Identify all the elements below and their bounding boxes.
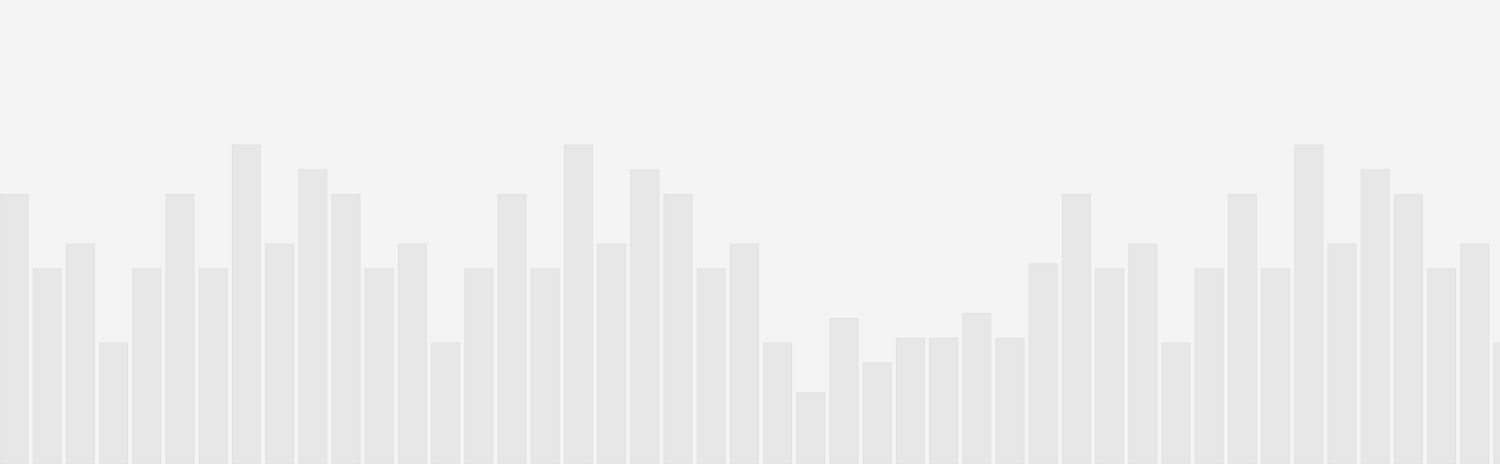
- bar-35: [1128, 243, 1158, 464]
- bar-24: [763, 342, 793, 464]
- bar-21: [663, 194, 693, 464]
- bar-15: [464, 268, 494, 464]
- bar-1: [0, 194, 29, 464]
- bar-18: [563, 144, 593, 464]
- bar-12: [364, 268, 394, 464]
- bar-37: [1194, 268, 1224, 464]
- bar-41: [1327, 243, 1357, 464]
- bar-28: [895, 337, 925, 464]
- bar-5: [132, 268, 162, 464]
- bar-44: [1427, 268, 1457, 464]
- bar-23: [729, 243, 759, 464]
- bar-40: [1294, 144, 1324, 464]
- bar-25: [796, 392, 826, 464]
- bar-20: [630, 169, 660, 464]
- bar-27: [862, 362, 892, 464]
- bar-31: [995, 337, 1025, 464]
- bar-32: [1028, 263, 1058, 464]
- bar-14: [431, 342, 461, 464]
- bar-19: [597, 243, 627, 464]
- bar-7: [198, 268, 228, 464]
- bar-46: [1493, 342, 1500, 464]
- bar-29: [929, 337, 959, 464]
- bar-17: [530, 268, 560, 464]
- bar-3: [65, 243, 95, 464]
- bar-45: [1460, 243, 1490, 464]
- bar-38: [1227, 194, 1257, 464]
- bar-33: [1061, 194, 1091, 464]
- bar-43: [1393, 194, 1423, 464]
- bar-2: [32, 268, 62, 464]
- bar-11: [331, 194, 361, 464]
- bar-34: [1095, 268, 1125, 464]
- bar-22: [696, 268, 726, 464]
- bar-36: [1161, 342, 1191, 464]
- bar-6: [165, 194, 195, 464]
- bar-8: [231, 144, 261, 464]
- bar-30: [962, 312, 992, 464]
- bar-9: [265, 243, 295, 464]
- bar-26: [829, 317, 859, 464]
- bar-42: [1360, 169, 1390, 464]
- bar-10: [298, 169, 328, 464]
- bar-4: [99, 342, 129, 464]
- bar-13: [397, 243, 427, 464]
- bar-39: [1261, 268, 1291, 464]
- bar-16: [497, 194, 527, 464]
